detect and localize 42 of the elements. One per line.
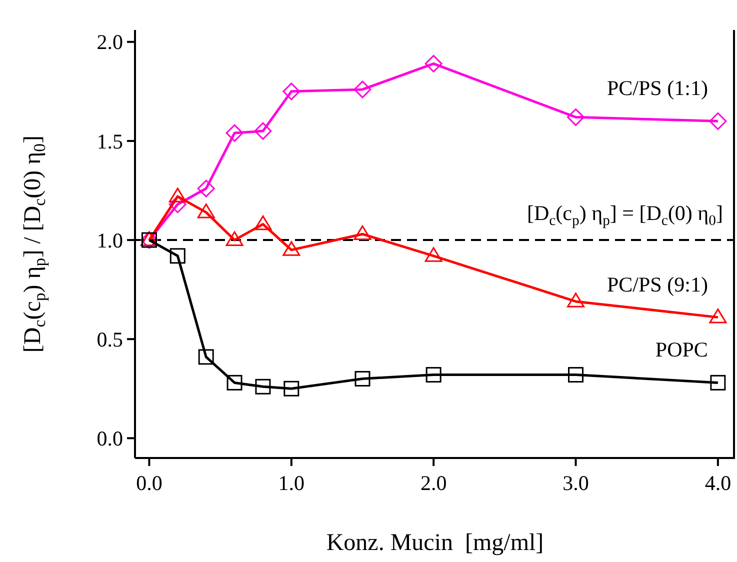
point bbox=[567, 108, 585, 126]
point bbox=[168, 196, 186, 214]
point bbox=[284, 380, 300, 396]
point bbox=[170, 248, 186, 264]
y-tick-label: 1.0 bbox=[96, 228, 123, 252]
point bbox=[567, 292, 585, 308]
point bbox=[197, 180, 215, 198]
point bbox=[226, 231, 244, 246]
point bbox=[424, 54, 442, 72]
point bbox=[354, 370, 370, 386]
point bbox=[254, 122, 272, 140]
point bbox=[426, 367, 442, 383]
point bbox=[568, 367, 584, 383]
y-tick-label: 2.0 bbox=[96, 30, 123, 54]
series-label: POPC bbox=[655, 338, 708, 362]
series-label: PC/PS (9:1) bbox=[606, 272, 708, 296]
y-tick-label: 1.5 bbox=[96, 129, 123, 154]
x-tick-label: 2.0 bbox=[420, 471, 447, 495]
x-axis-title: Konz. Mucin [mg/ml] bbox=[326, 530, 544, 556]
point bbox=[197, 204, 215, 218]
point bbox=[710, 374, 726, 390]
point bbox=[255, 378, 271, 394]
x-tick-label: 4.0 bbox=[704, 471, 732, 495]
point bbox=[226, 374, 242, 390]
point bbox=[198, 349, 214, 365]
point bbox=[354, 80, 372, 98]
point bbox=[254, 215, 272, 230]
point bbox=[168, 188, 186, 202]
series-label: PC/PS (1:1) bbox=[606, 76, 708, 100]
x-tick-label: 3.0 bbox=[562, 471, 589, 495]
text: [D$_{c}$(c$_{p}$) η$_{p}$] = [D$_{c}$(0) η$_{0}$] bbox=[526, 201, 723, 229]
point bbox=[226, 124, 244, 142]
y-tick-label: 0.5 bbox=[96, 327, 123, 352]
point bbox=[709, 112, 727, 130]
x-tick-label: 0.0 bbox=[136, 471, 162, 495]
x-tick-label: 1.0 bbox=[278, 471, 305, 495]
point bbox=[282, 241, 300, 256]
point bbox=[424, 247, 442, 262]
point bbox=[709, 308, 727, 324]
point bbox=[282, 82, 300, 100]
y-tick-label: 0.0 bbox=[96, 426, 123, 451]
point bbox=[354, 225, 372, 240]
